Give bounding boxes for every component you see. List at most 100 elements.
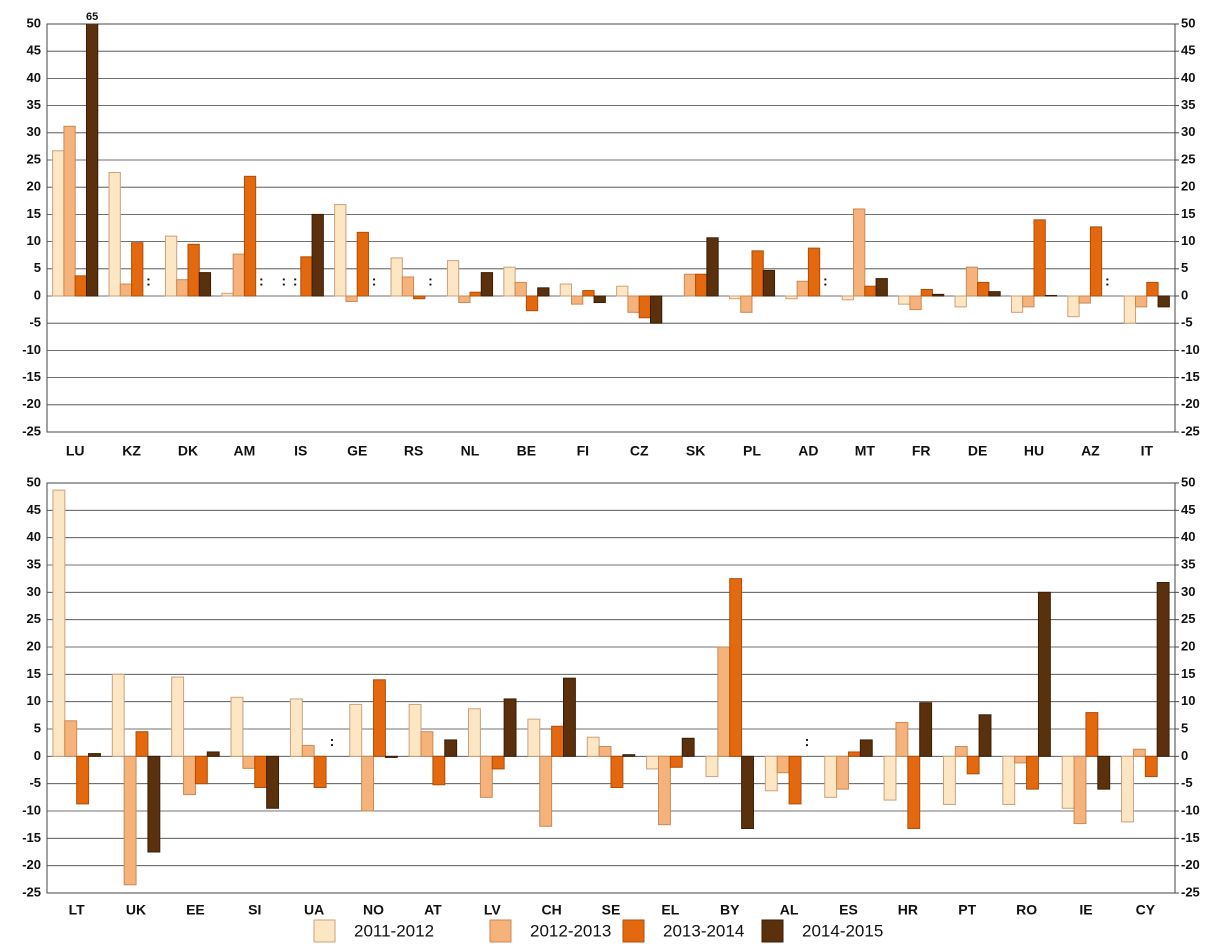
y-tick-label: 5 <box>34 260 41 275</box>
y2-tick-label: 15 <box>1181 666 1195 681</box>
y2-tick-label: 0 <box>1181 287 1188 302</box>
y2-tick-label: -15 <box>1181 830 1200 845</box>
x-tick-label: UA <box>304 902 324 918</box>
bar <box>289 698 303 757</box>
x-tick-label: NO <box>363 902 384 918</box>
x-tick-label: AL <box>780 902 799 918</box>
bar <box>334 204 347 297</box>
y2-tick-label: 15 <box>1181 206 1195 221</box>
bar <box>64 720 78 757</box>
bar <box>266 755 280 809</box>
bar <box>52 489 66 757</box>
bar <box>1078 295 1091 304</box>
bar <box>728 295 742 300</box>
x-tick-label: AM <box>234 443 256 459</box>
bar <box>135 731 149 757</box>
y2-tick-label: 5 <box>1181 260 1188 275</box>
bar <box>52 150 65 297</box>
y2-tick-label: 50 <box>1181 15 1195 30</box>
y-tick-label: -20 <box>22 857 41 872</box>
y-tick-label: -10 <box>22 342 41 357</box>
y-tick-label: 0 <box>34 287 41 302</box>
bars <box>52 24 1170 324</box>
bar <box>63 125 76 297</box>
bar <box>847 751 861 757</box>
bar <box>206 751 220 757</box>
y2-tick-label: 40 <box>1181 529 1195 544</box>
bar <box>1135 295 1148 308</box>
y2-tick-label: 20 <box>1181 179 1195 194</box>
x-tick-label: AZ <box>1081 443 1100 459</box>
y2-tick-label: 30 <box>1181 584 1195 599</box>
y2-tick-label: 45 <box>1181 43 1195 58</box>
bar <box>836 755 849 790</box>
bar <box>147 755 161 853</box>
bar <box>907 755 921 829</box>
bar <box>978 714 992 757</box>
bar <box>551 725 565 757</box>
bar <box>622 754 636 757</box>
bar <box>1002 755 1016 805</box>
bar <box>875 278 888 297</box>
legend-swatch <box>313 919 336 943</box>
x-tick-label: IS <box>294 443 307 459</box>
plot-frame <box>46 23 1176 433</box>
bar <box>119 283 133 297</box>
bar <box>706 237 719 297</box>
x-tick-label: IT <box>1141 443 1154 459</box>
bar <box>1123 295 1137 324</box>
y2-tick-label: -5 <box>1181 775 1193 790</box>
bar <box>616 285 629 297</box>
x-tick-label: FI <box>577 443 589 459</box>
x-tick-label: CZ <box>630 443 649 459</box>
x-tick-label: BE <box>517 443 536 459</box>
bar <box>76 755 90 805</box>
x-tick-label: MT <box>855 443 876 459</box>
y2-tick-label: -20 <box>1181 396 1200 411</box>
legend-swatch <box>489 919 512 943</box>
x-tick-label: CH <box>542 902 562 918</box>
bar <box>123 755 137 886</box>
bar <box>349 703 363 757</box>
plot-frame <box>46 482 1176 894</box>
bar <box>586 736 600 757</box>
y2-tick-label: -5 <box>1181 315 1193 330</box>
bar <box>1146 281 1159 297</box>
y2-tick-label: 10 <box>1181 693 1195 708</box>
x-tick-label: SE <box>602 902 621 918</box>
bar <box>898 295 911 305</box>
bar <box>966 755 980 775</box>
bar <box>373 679 386 757</box>
bar <box>469 291 482 297</box>
y-tick-label: -15 <box>22 369 41 384</box>
bar <box>356 231 369 297</box>
bar <box>1073 755 1087 825</box>
bar <box>527 718 541 757</box>
bar <box>198 272 212 297</box>
bars <box>52 489 1170 886</box>
legend-swatch <box>761 919 784 943</box>
bar <box>345 295 358 302</box>
value-label: : <box>1105 273 1110 289</box>
bar <box>788 755 802 805</box>
y2-tick-label: -10 <box>1181 342 1200 357</box>
bar <box>1157 295 1170 308</box>
x-tick-label: UK <box>126 902 146 918</box>
bar <box>859 739 873 757</box>
bar <box>444 739 458 757</box>
x-tick-label: DE <box>968 443 987 459</box>
y2-tick-label: 20 <box>1181 638 1195 653</box>
y2-tick-label: 25 <box>1181 151 1195 166</box>
y-tick-label: 10 <box>27 233 41 248</box>
bar <box>514 281 527 297</box>
bar <box>741 755 754 829</box>
y2-tick-label: -25 <box>1181 423 1200 438</box>
bar <box>582 290 595 297</box>
bar <box>681 737 695 757</box>
bar <box>1132 748 1146 757</box>
bar <box>649 295 663 324</box>
x-tick-label: FR <box>912 443 931 459</box>
y2-tick-label: 50 <box>1181 474 1195 489</box>
bar <box>1085 712 1099 757</box>
y2-tick-label: 5 <box>1181 720 1188 735</box>
